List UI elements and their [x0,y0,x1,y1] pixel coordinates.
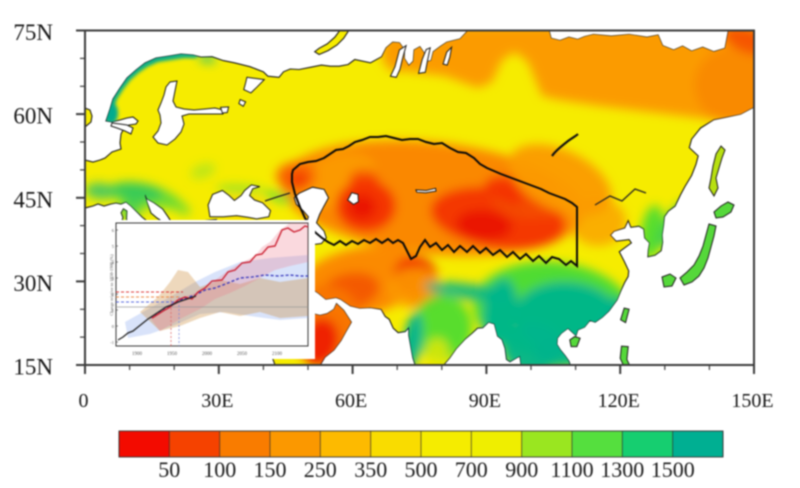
svg-text:350: 350 [354,457,387,482]
svg-text:1: 1 [112,308,114,313]
svg-text:1300: 1300 [600,457,644,482]
svg-text:100: 100 [203,457,236,482]
svg-text:1100: 1100 [550,457,593,482]
svg-text:50: 50 [158,457,180,482]
svg-text:45N: 45N [13,187,53,212]
svg-text:90E: 90E [469,390,501,412]
svg-text:-1: -1 [110,340,114,345]
svg-text:2: 2 [112,292,114,297]
svg-text:1500: 1500 [651,457,695,482]
svg-text:Change relative to 1850-1900 (: Change relative to 1850-1900 (%) [109,254,114,316]
svg-text:700: 700 [455,457,488,482]
svg-text:2050: 2050 [237,352,248,357]
svg-text:900: 900 [505,457,538,482]
svg-text:150: 150 [254,457,287,482]
svg-text:15N: 15N [13,355,53,380]
svg-text:1950: 1950 [167,352,178,357]
svg-text:500: 500 [405,457,438,482]
svg-text:30E: 30E [201,390,233,412]
svg-text:150E: 150E [731,390,773,412]
svg-text:60E: 60E [335,390,367,412]
svg-text:250: 250 [304,457,337,482]
svg-text:3: 3 [112,276,115,281]
svg-text:1900: 1900 [132,352,143,357]
svg-text:0: 0 [112,324,115,329]
svg-text:2100: 2100 [272,352,283,357]
svg-text:5: 5 [112,244,115,249]
svg-text:120E: 120E [598,390,640,412]
svg-text:75N: 75N [13,20,53,45]
svg-text:6: 6 [112,228,115,233]
svg-text:30N: 30N [13,271,53,296]
svg-text:60N: 60N [13,104,53,129]
svg-text:0: 0 [79,390,89,412]
svg-text:4: 4 [112,260,115,265]
svg-text:2000: 2000 [202,352,213,357]
